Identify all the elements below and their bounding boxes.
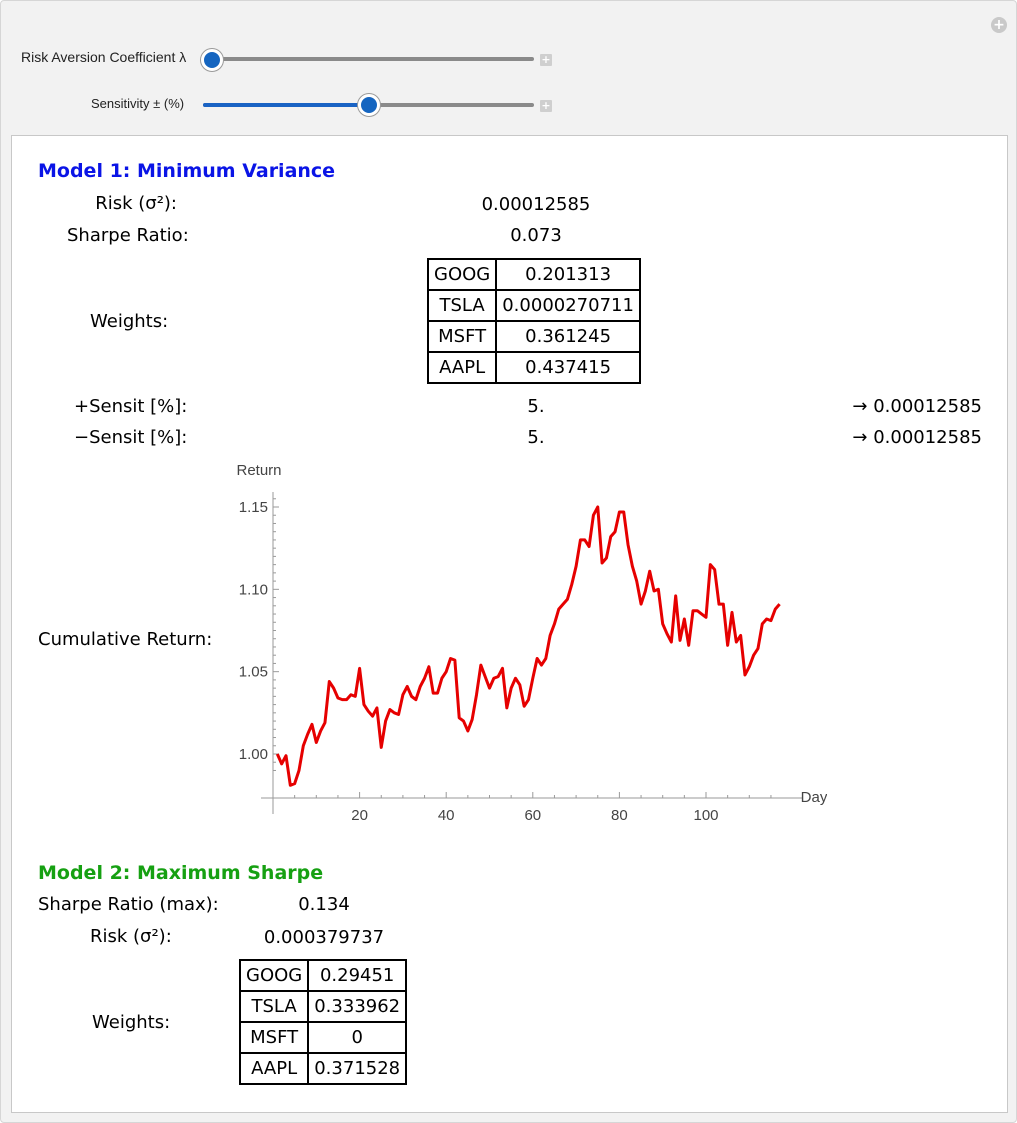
- sensitivity-plus-icon[interactable]: +: [540, 99, 552, 112]
- minus-sensit-result: → 0.00012585: [852, 427, 982, 448]
- y-tick-label: 1.15: [239, 499, 268, 516]
- risk-aversion-slider-thumb[interactable]: [201, 49, 223, 71]
- weight-cell: 0.0000270711: [495, 289, 641, 322]
- ticker-cell: MSFT: [426, 320, 498, 353]
- plus-sensit-value: 5.: [527, 396, 545, 417]
- cumulative-return-chart: 20 40 60 80 100 1.00 1.05 1.10 1.15 Return Day: [236, 462, 827, 824]
- cumulative-return-label: Cumulative Return:: [38, 629, 213, 650]
- sensitivity-label: Sensitivity ± (%): [91, 96, 185, 111]
- risk-aversion-plus-icon[interactable]: +: [540, 53, 552, 66]
- minus-sensit-label: −Sensit [%]:: [74, 427, 188, 448]
- model1-sharpe-label: Sharpe Ratio:: [67, 225, 189, 246]
- table-row: MSFT 0.361245: [426, 320, 641, 353]
- sensitivity-slider-thumb[interactable]: [357, 94, 380, 116]
- plus-sensit-result: → 0.00012585: [852, 396, 982, 417]
- model2-risk-value: 0.000379737: [263, 927, 385, 948]
- risk-aversion-label: Risk Aversion Coefficient λ: [21, 49, 187, 65]
- series-line: [275, 505, 781, 787]
- y-tick-label: 1.10: [239, 581, 268, 598]
- ticker-cell: AAPL: [238, 1052, 310, 1085]
- x-tick-label: 20: [351, 807, 368, 824]
- x-axis-title: Day: [801, 789, 827, 806]
- expand-options-icon[interactable]: +: [991, 17, 1007, 33]
- y-tick-label: 1.00: [239, 746, 268, 763]
- x-tick-label: 100: [693, 807, 718, 824]
- x-tick-label: 60: [524, 807, 541, 824]
- weight-cell: 0.437415: [495, 351, 641, 384]
- output-panel: Model 1: Minimum Variance Risk (σ²): 0.0…: [11, 135, 1008, 1113]
- model2-weights-label: Weights:: [92, 1012, 171, 1033]
- model2-weights-table: GOOG 0.29451 TSLA 0.333962 MSFT 0 AAPL 0.371…: [238, 959, 408, 1085]
- table-row: GOOG 0.29451: [238, 959, 408, 992]
- model2-sharpe-value: 0.134: [298, 894, 350, 915]
- ticker-cell: AAPL: [426, 351, 498, 384]
- weight-cell: 0.371528: [307, 1052, 408, 1085]
- ticker-cell: GOOG: [426, 258, 498, 291]
- weight-cell: 0.201313: [495, 258, 641, 291]
- ticker-cell: MSFT: [238, 1021, 310, 1054]
- model1-weights-table: GOOG 0.201313 TSLA 0.0000270711 MSFT 0.3612…: [426, 258, 641, 384]
- x-tick-label: 40: [438, 807, 455, 824]
- model1-weights-label: Weights:: [90, 311, 169, 332]
- table-row: TSLA 0.333962: [238, 990, 408, 1023]
- model1-risk-label: Risk (σ²):: [95, 193, 177, 214]
- x-tick-label: 80: [611, 807, 628, 824]
- table-row: TSLA 0.0000270711: [426, 289, 641, 322]
- model1-sharpe-value: 0.073: [510, 225, 562, 246]
- model1-risk-value: 0.00012585: [481, 194, 591, 215]
- weight-cell: 0.333962: [307, 990, 408, 1023]
- ticker-cell: GOOG: [238, 959, 310, 992]
- plus-sensit-label: +Sensit [%]:: [74, 396, 188, 417]
- ticker-cell: TSLA: [426, 289, 498, 322]
- model1-title: Model 1: Minimum Variance: [38, 160, 336, 182]
- weight-cell: 0.29451: [307, 959, 408, 992]
- risk-aversion-slider-track[interactable]: [206, 57, 534, 61]
- model2-sharpe-label: Sharpe Ratio (max):: [38, 894, 219, 915]
- weight-cell: 0: [307, 1021, 408, 1054]
- weight-cell: 0.361245: [495, 320, 641, 353]
- ticker-cell: TSLA: [238, 990, 310, 1023]
- table-row: AAPL 0.371528: [238, 1052, 408, 1085]
- y-axis-title: Return: [236, 462, 281, 479]
- table-row: GOOG 0.201313: [426, 258, 641, 291]
- model2-title: Model 2: Maximum Sharpe: [38, 862, 324, 884]
- model2-risk-label: Risk (σ²):: [90, 926, 172, 947]
- table-row: MSFT 0: [238, 1021, 408, 1054]
- minus-sensit-value: 5.: [527, 427, 545, 448]
- table-row: AAPL 0.437415: [426, 351, 641, 384]
- sensitivity-slider-fill: [203, 103, 369, 107]
- y-tick-label: 1.05: [239, 664, 268, 681]
